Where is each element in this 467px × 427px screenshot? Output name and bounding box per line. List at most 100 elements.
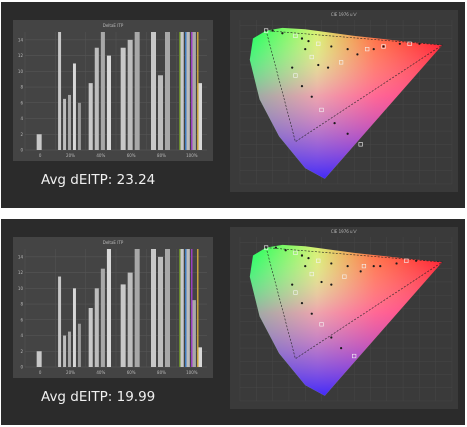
bar [58, 32, 62, 150]
bar [77, 323, 81, 367]
x-tick-label: 0 [39, 370, 42, 375]
bar [179, 249, 184, 367]
measured-point [372, 264, 375, 268]
x-tick-label: 60% [127, 153, 136, 158]
x-tick-label: 40% [96, 370, 105, 375]
avg-deitp-readout: Avg dEITP: 19.99 [41, 389, 201, 405]
measured-point [304, 264, 307, 268]
bar [36, 134, 42, 150]
spectral-locus-shading [249, 244, 443, 396]
accent-line [179, 249, 181, 367]
x-tick-label: 60% [127, 370, 136, 375]
accent-line [197, 249, 199, 367]
deltae-bar-chart-svg: DeltaE ITP 0 2 4 6 8 10 12 14 0 20% 40% 60% 80% 100% [13, 20, 213, 161]
chart-title: CIE 1976 u'v' [331, 229, 357, 234]
y-tick-label: 6 [20, 100, 23, 105]
y-tick-label: 10 [18, 69, 24, 74]
chart-title: CIE 1976 u'v' [331, 12, 357, 17]
bar [197, 83, 202, 150]
bar [58, 276, 62, 367]
bar [158, 256, 163, 367]
y-tick-label: 6 [20, 317, 23, 322]
measured-point [372, 47, 375, 51]
target-marker [358, 142, 363, 147]
y-tick-label: 14 [18, 254, 24, 259]
bar [151, 32, 156, 150]
target-marker [352, 353, 357, 359]
gamut-triangle [265, 30, 444, 143]
measured-point [307, 257, 310, 260]
avg-deitp-value: 23.24 [116, 172, 156, 188]
measured-point [310, 312, 313, 315]
y-tick-label: 10 [18, 286, 24, 291]
bar [94, 288, 99, 367]
bar [158, 75, 163, 150]
bar [165, 249, 170, 367]
measured-point [346, 264, 349, 268]
measured-point [284, 249, 287, 252]
x-tick-label: 80% [157, 370, 166, 375]
bar [134, 32, 140, 150]
measured-point [359, 270, 362, 273]
y-tick-label: 0 [20, 148, 23, 153]
cie-chromaticity-svg: CIE 1976 u'v' [230, 10, 458, 192]
measured-point [330, 336, 333, 339]
x-tick-label: 100% [186, 153, 198, 158]
target-marker [404, 258, 409, 263]
measured-point [274, 246, 277, 249]
bar [197, 347, 202, 367]
target-marker [293, 250, 298, 255]
y-tick-label: 2 [20, 132, 23, 137]
target-marker [339, 60, 344, 65]
x-tick-label: 80% [157, 153, 166, 158]
target-marker [293, 33, 298, 38]
target-marker [407, 41, 412, 46]
y-tick-label: 12 [18, 53, 24, 58]
y-tick-label: 0 [20, 365, 23, 370]
y-tick-label: 4 [20, 116, 23, 121]
bar [151, 249, 156, 367]
accent-line [185, 249, 187, 367]
measured-point [356, 53, 359, 56]
bar [77, 102, 81, 150]
bar [120, 47, 126, 150]
bar [185, 249, 190, 367]
avg-deitp-label: Avg dEITP: [41, 389, 113, 405]
target-marker [293, 73, 298, 78]
measured-point [300, 37, 304, 40]
accent-line [179, 32, 181, 150]
measured-point [415, 259, 418, 262]
y-tick-label: 8 [20, 302, 23, 307]
measured-point [340, 346, 343, 350]
avg-deitp-value: 19.99 [116, 389, 156, 405]
target-marker [263, 245, 269, 250]
bar [134, 249, 140, 367]
x-tick-label: 40% [96, 153, 105, 158]
measured-point [346, 132, 349, 135]
bar [191, 32, 196, 150]
measured-point [320, 280, 323, 284]
measured-point [300, 302, 304, 305]
bar [88, 308, 93, 367]
bar [63, 98, 67, 150]
bar [127, 39, 133, 150]
measured-point [326, 66, 330, 69]
cie-chromaticity-svg: CIE 1976 u'v' [230, 227, 458, 409]
measured-point [395, 262, 398, 265]
cie-chromaticity-chart: CIE 1976 u'v' [230, 227, 458, 409]
target-marker [319, 107, 324, 113]
measured-point [317, 63, 320, 67]
target-marker [293, 290, 298, 295]
measured-point [291, 66, 294, 69]
measured-point [379, 264, 382, 268]
deltae-bar-chart: DeltaE ITP 0 2 4 6 8 10 12 14 0 20% 40% 60% 80% 100% [13, 20, 213, 161]
avg-deitp-readout: Avg dEITP: 23.24 [41, 172, 201, 188]
chart-title: DeltaE ITP [103, 23, 124, 28]
measured-point [330, 262, 333, 265]
bar [106, 55, 111, 150]
chart-title: DeltaE ITP [103, 240, 124, 245]
spectral-locus-shading [249, 27, 443, 179]
x-tick-label: 20% [66, 370, 75, 375]
bar [72, 63, 76, 150]
gamut-triangle [265, 247, 444, 360]
